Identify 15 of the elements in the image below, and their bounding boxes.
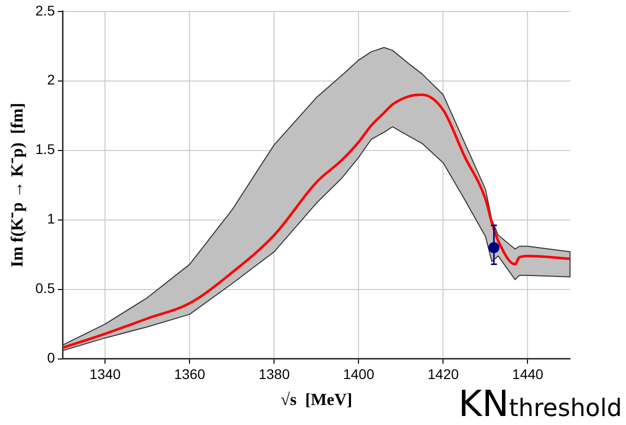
x-tick-label: 1400 <box>343 366 374 382</box>
x-tick-label: 1340 <box>90 366 121 382</box>
x-axis-title: √s [MeV] <box>280 390 352 410</box>
y-tick-label: 0 <box>47 350 56 366</box>
y-tick-label: 1.5 <box>35 141 56 158</box>
x-tick-label: 1380 <box>258 366 290 382</box>
x-tick-label: 1440 <box>512 366 544 382</box>
y-tick-label: 2 <box>47 72 56 88</box>
x-tick-label: 1420 <box>428 366 459 382</box>
y-tick-label: 2.5 <box>35 2 56 18</box>
x-tick-label: 1360 <box>174 366 206 382</box>
y-tick-label: 0.5 <box>35 280 56 296</box>
line-series <box>62 94 570 349</box>
y-tick-label: 1 <box>47 210 56 227</box>
y-axis-title: Im f(K⁻p → K⁻p) [fm] <box>8 102 27 268</box>
